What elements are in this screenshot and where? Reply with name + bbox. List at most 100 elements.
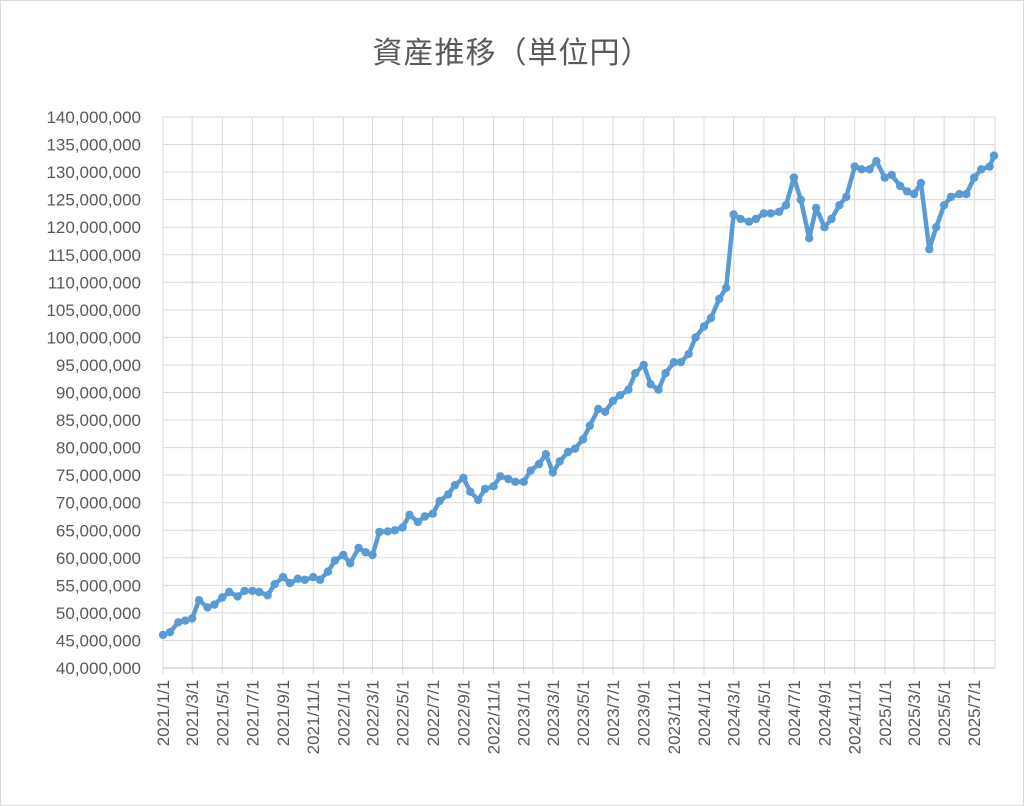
data-point (480, 484, 490, 494)
data-point (751, 214, 761, 224)
data-point (390, 526, 399, 535)
data-point (413, 517, 423, 527)
x-tick-label: 2022/7/1 (424, 680, 443, 746)
data-point (435, 496, 444, 506)
data-point (857, 165, 866, 174)
data-point (585, 421, 595, 430)
data-point (744, 217, 754, 226)
data-point (428, 509, 437, 518)
data-point (570, 444, 580, 453)
data-point (985, 162, 994, 171)
data-point (715, 294, 724, 303)
y-tick-label: 140,000,000 (46, 108, 141, 127)
x-tick-label: 2021/1/1 (154, 680, 173, 746)
data-point (946, 192, 956, 202)
data-point (887, 170, 896, 180)
x-tick-label: 2024/5/1 (755, 680, 774, 746)
data-point (684, 349, 693, 359)
data-point (827, 214, 836, 224)
data-point (218, 593, 227, 602)
x-tick-label: 2022/11/1 (485, 680, 504, 754)
x-tick-label: 2021/7/1 (243, 680, 262, 746)
data-point (339, 550, 348, 560)
data-point (255, 587, 264, 597)
data-point (962, 189, 971, 199)
data-point (902, 187, 912, 196)
y-tick-label: 100,000,000 (46, 328, 141, 347)
data-point (158, 630, 168, 640)
x-tick-label: 2024/9/1 (816, 680, 835, 746)
data-point (450, 480, 460, 490)
y-tick-label: 65,000,000 (56, 521, 141, 540)
x-tick-label: 2025/1/1 (876, 680, 895, 746)
data-point (466, 487, 475, 496)
x-tick-label: 2021/9/1 (274, 680, 293, 746)
data-point (225, 587, 234, 597)
data-point (615, 391, 625, 400)
data-point (420, 512, 430, 521)
data-point (383, 527, 392, 536)
x-tick-label: 2023/9/1 (635, 680, 654, 746)
data-point (187, 614, 197, 623)
y-tick-label: 80,000,000 (56, 439, 141, 458)
data-point (699, 322, 709, 331)
data-point (459, 473, 468, 483)
data-point (555, 457, 564, 466)
x-tick-label: 2025/7/1 (965, 680, 984, 746)
data-point (526, 466, 535, 475)
data-point (534, 459, 544, 469)
y-tick-label: 55,000,000 (56, 576, 141, 595)
y-tick-label: 95,000,000 (56, 356, 141, 375)
x-tick-label: 2021/5/1 (213, 680, 232, 746)
data-point (285, 578, 295, 588)
gridlines (162, 116, 996, 669)
x-tick-label: 2022/5/1 (394, 680, 413, 746)
x-tick-label: 2022/3/1 (363, 680, 382, 746)
y-tick-label: 90,000,000 (56, 384, 141, 403)
data-point (203, 603, 212, 612)
data-point (398, 523, 407, 532)
data-point (646, 380, 655, 389)
x-tick-label: 2022/1/1 (334, 680, 353, 746)
y-tick-label: 45,000,000 (56, 631, 141, 650)
data-point (654, 385, 663, 394)
data-point (781, 201, 791, 210)
y-tick-label: 60,000,000 (56, 549, 141, 568)
data-point (608, 396, 618, 405)
data-point (955, 189, 964, 199)
data-point (925, 245, 934, 254)
data-point (872, 156, 881, 166)
data-point (181, 616, 190, 625)
data-point (805, 234, 814, 243)
data-point (661, 369, 670, 378)
data-point (541, 450, 551, 459)
data-point (300, 575, 309, 584)
data-point (594, 404, 603, 414)
data-point (706, 313, 716, 323)
data-point (796, 195, 805, 204)
data-point (789, 173, 799, 182)
data-point (722, 283, 731, 292)
data-point (368, 550, 377, 560)
y-tick-label: 135,000,000 (46, 136, 141, 155)
x-tick-label: 2023/7/1 (604, 680, 623, 746)
data-point (631, 369, 640, 378)
y-tick-label: 75,000,000 (56, 466, 141, 485)
data-point (248, 586, 257, 596)
data-point (315, 575, 325, 584)
y-tick-label: 110,000,000 (48, 273, 141, 292)
y-tick-label: 115,000,000 (48, 246, 141, 265)
y-tick-label: 50,000,000 (56, 604, 141, 623)
data-point (895, 181, 905, 191)
y-tick-labels: 40,000,000 45,000,000 50,000,000 55,000,000… (46, 108, 141, 678)
data-point (624, 385, 633, 394)
chart-title: 資産推移（単位円） (372, 36, 652, 71)
data-point (916, 178, 926, 188)
x-tick-label: 2024/3/1 (725, 680, 744, 746)
data-point (842, 192, 851, 202)
y-tick-label: 70,000,000 (56, 494, 141, 513)
data-point (346, 559, 355, 568)
data-point (293, 574, 303, 583)
data-point (639, 360, 648, 370)
